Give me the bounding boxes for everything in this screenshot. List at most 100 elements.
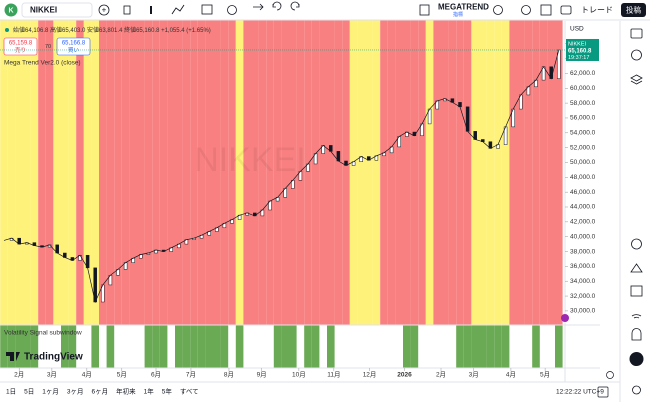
clock: 12:22:22 UTC+9 bbox=[556, 389, 604, 396]
regime-band bbox=[137, 20, 145, 325]
indicator-name[interactable]: MEGATREND bbox=[438, 3, 489, 12]
indicators-button[interactable] bbox=[171, 4, 185, 15]
target-icon[interactable] bbox=[631, 238, 642, 250]
regime-band bbox=[524, 20, 533, 325]
regime-band bbox=[501, 20, 510, 325]
notifications-icon[interactable] bbox=[631, 328, 642, 341]
layout-button[interactable] bbox=[201, 4, 213, 15]
signal-bar bbox=[220, 325, 229, 368]
search-button[interactable] bbox=[493, 5, 503, 15]
indicator-sub: 指標 bbox=[453, 11, 463, 18]
snapshot-button[interactable] bbox=[560, 5, 572, 15]
regime-band bbox=[258, 20, 267, 325]
sell-price: 65,159.8 bbox=[9, 41, 33, 47]
signal-bar bbox=[532, 325, 540, 368]
y-tick-label: 36,000.0 bbox=[570, 263, 596, 270]
layout-icon[interactable] bbox=[419, 4, 430, 16]
help-icon[interactable] bbox=[632, 385, 641, 395]
regime-band bbox=[228, 20, 236, 325]
regime-band bbox=[30, 20, 39, 325]
symbol-search[interactable] bbox=[21, 2, 93, 18]
menu-button[interactable] bbox=[629, 352, 644, 366]
signal-bar bbox=[235, 325, 244, 368]
x-tick-label: 6月 bbox=[151, 371, 161, 379]
regime-band bbox=[486, 20, 495, 325]
replay-button[interactable] bbox=[253, 3, 264, 11]
regime-band bbox=[349, 20, 358, 325]
signal-bar bbox=[7, 325, 16, 368]
signal-bar bbox=[197, 325, 206, 368]
brand-logo bbox=[6, 352, 20, 361]
y-tick-label: 44,000.0 bbox=[570, 204, 596, 211]
subwindow bbox=[0, 325, 563, 368]
regime-band bbox=[175, 20, 183, 325]
regime-band bbox=[456, 20, 464, 325]
badge-symbol: NIKKEI bbox=[568, 41, 587, 47]
range-button[interactable]: 1日 bbox=[6, 388, 16, 396]
layers-icon[interactable] bbox=[630, 74, 643, 85]
fullscreen-button[interactable] bbox=[540, 4, 552, 16]
buy-button[interactable] bbox=[56, 37, 91, 56]
publish-button[interactable] bbox=[621, 3, 646, 17]
regime-band bbox=[471, 20, 479, 325]
range-button[interactable]: 1年 bbox=[144, 387, 155, 396]
regime-band bbox=[45, 20, 54, 325]
axes: 30,000.0 32,000.0 34,000.0 36,000.0 38,000.0… bbox=[0, 38, 599, 379]
signal-bar bbox=[23, 325, 31, 368]
regime-band bbox=[205, 20, 213, 325]
sub-study-title[interactable]: Volatility Signal subwindow bbox=[4, 330, 82, 337]
alerts-icon[interactable] bbox=[631, 49, 642, 61]
badge-price: 65,160.8 bbox=[568, 49, 592, 55]
x-tick-label: 5月 bbox=[117, 371, 127, 379]
range-button[interactable]: 5年 bbox=[162, 387, 173, 396]
regime-band bbox=[357, 20, 365, 325]
regime-band bbox=[555, 20, 563, 325]
signal-bar bbox=[304, 325, 312, 368]
study-title[interactable]: Mega Trend Ver2.0 (close) bbox=[4, 60, 81, 67]
range-button[interactable]: 1ヶ月 bbox=[42, 388, 59, 396]
watchlist-icon[interactable] bbox=[630, 28, 643, 39]
range-button[interactable]: 5日 bbox=[24, 388, 34, 396]
ideas-icon[interactable] bbox=[630, 263, 643, 273]
publish-label: 投稿 bbox=[626, 4, 641, 14]
axis-settings[interactable] bbox=[606, 371, 614, 379]
chart-type-button[interactable] bbox=[150, 6, 152, 14]
range-button[interactable]: 3ヶ月 bbox=[67, 388, 84, 396]
interval-button[interactable] bbox=[123, 5, 131, 15]
event-marker[interactable] bbox=[561, 314, 569, 322]
x-tick-label: 11月 bbox=[327, 371, 340, 379]
status-dot bbox=[5, 28, 9, 32]
regime-band bbox=[433, 20, 441, 325]
y-tick-label: 40,000.0 bbox=[570, 233, 596, 240]
signal-bar bbox=[410, 325, 419, 368]
signal-bar bbox=[190, 325, 198, 368]
signal-bar bbox=[494, 325, 502, 368]
plot bbox=[0, 20, 563, 325]
calendar-icon[interactable] bbox=[630, 285, 643, 297]
signal-bar bbox=[61, 325, 69, 368]
undo-button[interactable] bbox=[272, 1, 282, 11]
symbol-logo[interactable] bbox=[4, 3, 18, 17]
settings-button[interactable] bbox=[521, 5, 531, 15]
range-button[interactable]: すべて bbox=[180, 388, 199, 396]
signal-bar bbox=[281, 325, 289, 368]
regime-band bbox=[68, 20, 77, 325]
price-badge bbox=[566, 38, 599, 61]
compare-button[interactable] bbox=[98, 4, 110, 16]
range-button[interactable]: 6ヶ月 bbox=[92, 388, 109, 396]
trade-button[interactable]: トレード bbox=[581, 6, 613, 15]
signal-bar bbox=[144, 325, 153, 368]
sell-button[interactable] bbox=[3, 37, 38, 56]
range-button[interactable]: 年初来 bbox=[116, 387, 136, 396]
regime-band bbox=[99, 20, 107, 325]
x-tick-label: 2月 bbox=[14, 371, 24, 379]
x-tick-label: 12月 bbox=[363, 371, 377, 379]
brand: TradingView bbox=[24, 352, 83, 363]
alert-button[interactable] bbox=[227, 5, 237, 15]
regime-band bbox=[243, 20, 251, 325]
y-tick-label: 62,000.0 bbox=[570, 70, 596, 77]
redo-button[interactable] bbox=[290, 1, 300, 11]
stream-icon[interactable] bbox=[631, 314, 642, 319]
date-range-button[interactable] bbox=[597, 386, 609, 398]
currency[interactable]: USD bbox=[570, 26, 584, 33]
